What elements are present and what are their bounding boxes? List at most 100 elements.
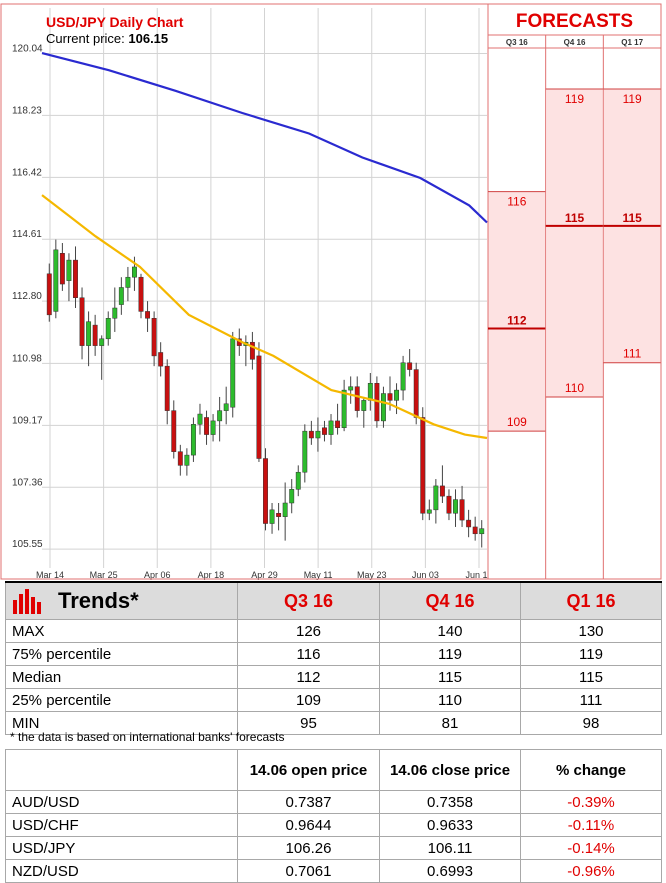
fx-change: -0.11% xyxy=(520,813,662,837)
candle xyxy=(256,342,262,462)
fx-close: 0.9633 xyxy=(379,813,521,837)
candle xyxy=(86,311,92,367)
candle xyxy=(164,359,170,425)
forecast-range xyxy=(546,89,603,397)
forecast-high-label: 119 xyxy=(565,92,584,106)
candle xyxy=(243,335,249,367)
fx-header-row: 14.06 open price 14.06 close price % cha… xyxy=(5,749,662,791)
candle xyxy=(112,287,118,332)
trends-cell: 126 xyxy=(237,619,380,643)
y-tick-label: 116.42 xyxy=(12,167,42,178)
chart-frame xyxy=(0,3,662,580)
candle xyxy=(46,263,52,322)
chart-title: USD/JPY Daily Chart xyxy=(46,14,184,30)
candle xyxy=(289,479,295,514)
candle xyxy=(295,465,301,497)
forecast-col-header: Q4 16 xyxy=(564,38,586,47)
moving-average-short xyxy=(41,194,488,440)
trends-footnote: * the data is based on international ban… xyxy=(10,730,285,744)
candle xyxy=(59,243,65,291)
candle xyxy=(184,448,190,476)
fx-change: -0.14% xyxy=(520,836,662,860)
fx-pair: NZD/USD xyxy=(5,859,238,883)
fx-open: 0.7061 xyxy=(237,859,380,883)
y-tick-label: 114.61 xyxy=(12,229,42,240)
x-tick-label: Mar 25 xyxy=(90,570,118,580)
candle xyxy=(479,520,485,548)
candle xyxy=(348,376,354,404)
fx-row: USD/CHF 0.9644 0.9633 -0.11% xyxy=(5,813,662,837)
forecast-col-header: Q3 16 xyxy=(506,38,528,47)
trends-row: MAX 126 140 130 xyxy=(5,619,662,643)
fx-pair: USD/CHF xyxy=(5,813,238,837)
candle xyxy=(125,266,131,302)
candle xyxy=(66,253,72,302)
trends-cell: 115 xyxy=(520,665,662,689)
candle xyxy=(263,448,268,531)
candle xyxy=(466,509,472,538)
forecast-median-label: 115 xyxy=(622,211,642,225)
candle xyxy=(459,485,465,527)
trends-row: 75% percentile 116 119 119 xyxy=(5,642,662,666)
candle xyxy=(217,396,223,442)
fx-row: AUD/USD 0.7387 0.7358 -0.39% xyxy=(5,790,662,814)
candle xyxy=(276,503,282,531)
fx-open: 0.7387 xyxy=(237,790,380,814)
candle xyxy=(177,444,183,476)
candle xyxy=(158,342,164,377)
y-axis-ticks: 120.04 118.23 116.42 114.61 112.80 110.98 109.… xyxy=(12,43,43,550)
fx-row: USD/JPY 106.26 106.11 -0.14% xyxy=(5,836,662,860)
trends-table: Trends* Q3 16 Q4 16 Q1 16 MAX 126 140 13… xyxy=(5,581,662,735)
candle xyxy=(407,349,413,377)
y-tick-label: 120.04 xyxy=(12,43,43,54)
y-tick-label: 105.55 xyxy=(12,539,43,550)
fx-col-header xyxy=(5,749,238,791)
fx-change: -0.96% xyxy=(520,859,662,883)
candle xyxy=(361,396,367,428)
trends-col-header: Q1 16 xyxy=(520,581,662,620)
y-tick-label: 107.36 xyxy=(12,477,43,488)
candle xyxy=(197,403,203,435)
candle xyxy=(335,403,341,435)
candle xyxy=(210,414,216,442)
candle xyxy=(118,277,124,315)
forecast-high-label: 116 xyxy=(507,195,526,209)
candle xyxy=(426,499,432,521)
x-tick-label: Mar 14 xyxy=(36,570,64,580)
trends-cell: 116 xyxy=(237,642,380,666)
trends-row-label: MAX xyxy=(5,619,238,643)
trends-row: Median 112 115 115 xyxy=(5,665,662,689)
candle xyxy=(322,420,327,442)
trends-cell: 112 xyxy=(237,665,380,689)
forecast-low-label: 110 xyxy=(565,381,584,395)
fx-close: 0.7358 xyxy=(379,790,521,814)
fx-table: 14.06 open price 14.06 close price % cha… xyxy=(5,749,662,883)
x-tick-label: Apr 06 xyxy=(144,570,171,580)
x-tick-label: Jun 15 xyxy=(465,570,492,580)
y-tick-label: 109.17 xyxy=(12,415,43,426)
candle xyxy=(171,400,177,459)
candle xyxy=(439,465,445,503)
trends-cell: 98 xyxy=(520,711,662,735)
x-tick-label: Jun 03 xyxy=(412,570,439,580)
candle xyxy=(230,331,236,418)
trends-cell: 119 xyxy=(520,642,662,666)
x-tick-label: Apr 18 xyxy=(198,570,225,580)
forecast-col-header: Q1 17 xyxy=(621,38,643,47)
trends-cell: 130 xyxy=(520,619,662,643)
candle xyxy=(302,424,308,483)
candle xyxy=(190,417,196,462)
candle xyxy=(420,407,426,521)
candle xyxy=(249,331,255,370)
fx-open: 106.26 xyxy=(237,836,380,860)
fx-pair: USD/JPY xyxy=(5,836,238,860)
x-axis-ticks: Mar 14 Mar 25 Apr 06 Apr 18 Apr 29 May 11 May … xyxy=(36,570,493,580)
fx-col-header: 14.06 close price xyxy=(379,749,521,791)
current-price-value: 106.15 xyxy=(128,31,168,46)
candle xyxy=(433,479,439,524)
candle xyxy=(282,482,288,541)
forecast-panel: FORECASTS Q3 16 116 112 109 Q4 16 119 115 110 Q1 … xyxy=(487,3,662,580)
candle xyxy=(53,239,59,319)
forecast-high-label: 119 xyxy=(623,92,642,106)
